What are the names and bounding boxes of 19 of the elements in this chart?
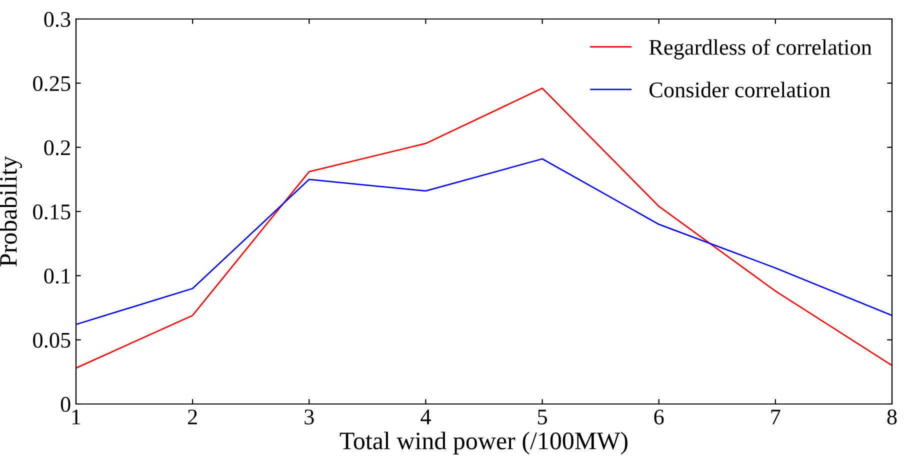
x-tick-label: 8 xyxy=(887,410,897,424)
y-tick-label: 0.2 xyxy=(44,140,70,156)
y-tick-label: 0.05 xyxy=(33,332,70,348)
legend-label: Regardless of correlation xyxy=(649,39,872,60)
y-tick-label: 0.25 xyxy=(33,76,70,92)
y-tick-label: 0.15 xyxy=(33,204,70,220)
y-tick-label: 0.3 xyxy=(44,12,70,28)
x-tick-label: 2 xyxy=(188,410,197,424)
x-tick-label: 5 xyxy=(538,410,547,424)
x-tick-label: 6 xyxy=(654,410,664,424)
x-tick-label: 4 xyxy=(420,410,431,424)
x-tick-label: 3 xyxy=(304,410,314,424)
y-tick-label: 0 xyxy=(60,396,70,412)
x-tick-label: 7 xyxy=(771,410,780,424)
y-tick-label: 0.1 xyxy=(44,268,70,284)
x-tick-label: 1 xyxy=(72,410,80,424)
line-series xyxy=(76,158,892,326)
x-axis-title: Total wind power (/100MW) xyxy=(340,432,628,454)
legend-label: Consider correlation xyxy=(650,82,830,98)
